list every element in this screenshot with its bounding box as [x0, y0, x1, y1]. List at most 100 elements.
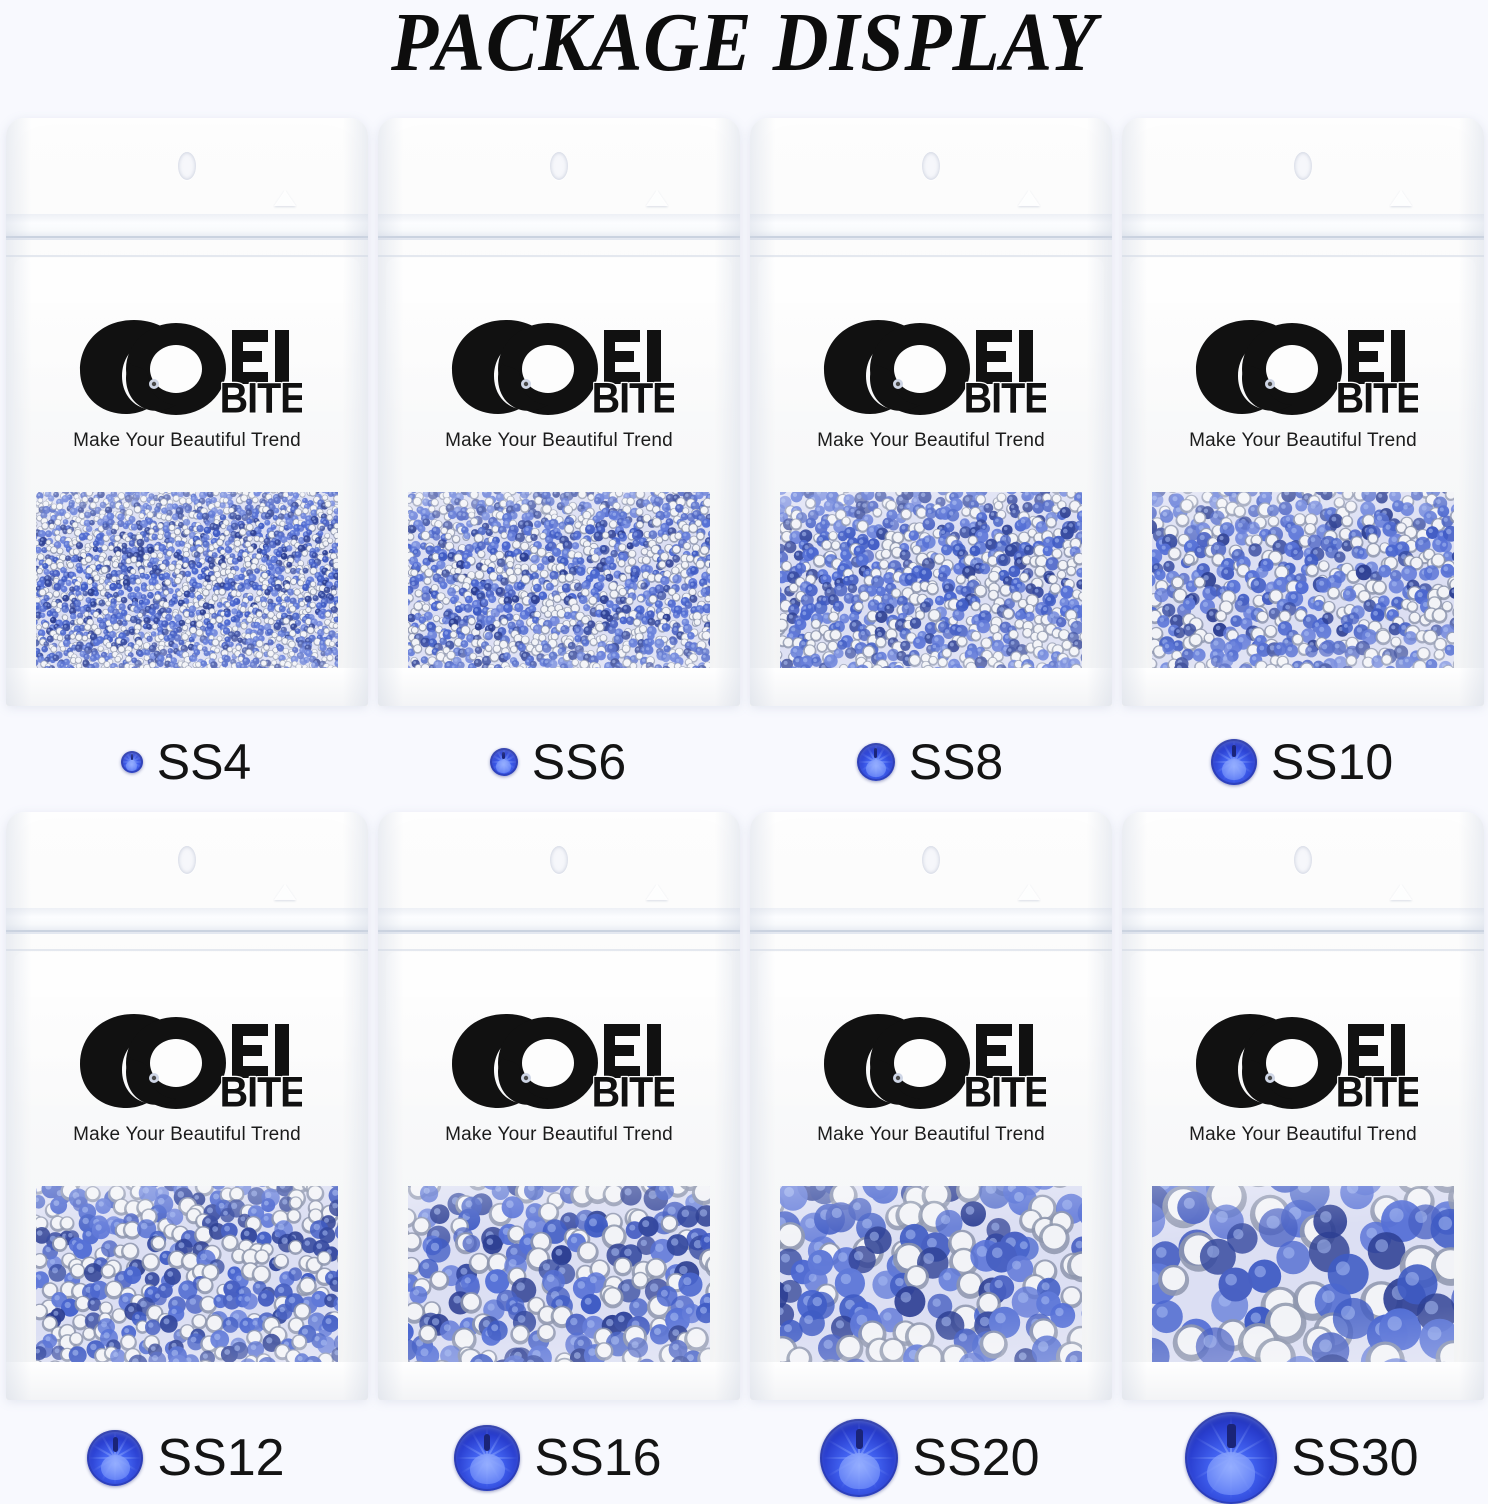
product-bag[interactable]: BITE Make Your Beautiful Trend — [750, 118, 1112, 706]
rhinestone-field — [36, 492, 338, 668]
package-cell-ss6[interactable]: BITE Make Your Beautiful Trend — [372, 118, 744, 718]
logo-mark: BITE — [444, 1008, 674, 1116]
tear-notch-icon — [1018, 884, 1040, 900]
logo-mark: BITE — [72, 314, 302, 422]
tear-notch-icon — [646, 884, 668, 900]
product-bag[interactable]: BITE Make Your Beautiful Trend — [378, 812, 740, 1400]
brand-logo: BITE Make Your Beautiful Trend — [6, 1008, 368, 1146]
package-row-top: BITE Make Your Beautiful Trend — [0, 118, 1488, 718]
product-window — [408, 1186, 710, 1362]
hang-hole-icon — [1294, 152, 1312, 180]
rhinestone-gem-icon — [1211, 739, 1257, 785]
size-text: SS12 — [157, 1432, 284, 1484]
size-label-ss4: SS4 — [0, 722, 372, 802]
product-bag[interactable]: BITE Make Your Beautiful Trend — [1122, 118, 1484, 706]
product-window — [780, 1186, 1082, 1362]
size-text: SS6 — [532, 737, 627, 787]
rhinestone-field — [780, 1186, 1082, 1362]
package-cell-ss8[interactable]: BITE Make Your Beautiful Trend — [744, 118, 1116, 718]
size-text: SS16 — [534, 1432, 661, 1484]
brand-tagline: Make Your Beautiful Trend — [817, 430, 1045, 452]
package-cell-ss30[interactable]: BITE Make Your Beautiful Trend — [1116, 812, 1488, 1412]
product-bag[interactable]: BITE Make Your Beautiful Trend — [750, 812, 1112, 1400]
brand-logo: BITE Make Your Beautiful Trend — [6, 314, 368, 452]
hang-hole-icon — [178, 846, 196, 874]
rhinestone-field — [408, 492, 710, 668]
zip-line — [378, 930, 740, 932]
logo-mark: BITE — [1188, 314, 1418, 422]
brand-tagline: Make Your Beautiful Trend — [1189, 1124, 1417, 1146]
product-bag[interactable]: BITE Make Your Beautiful Trend — [378, 118, 740, 706]
logo-mark: BITE — [444, 314, 674, 422]
logo-mark: BITE — [72, 1008, 302, 1116]
bottom-seal — [6, 1362, 368, 1400]
package-row-bottom: BITE Make Your Beautiful Trend — [0, 812, 1488, 1412]
tear-notch-icon — [1390, 884, 1412, 900]
oei-bite-logo-icon: BITE — [816, 314, 1046, 422]
rhinestone-fill — [780, 492, 1082, 668]
size-label-ss12: SS12 — [0, 1412, 372, 1504]
product-window — [780, 492, 1082, 668]
rhinestone-gem-icon — [490, 748, 518, 776]
product-bag[interactable]: BITE Make Your Beautiful Trend — [6, 812, 368, 1400]
tear-notch-icon — [1390, 190, 1412, 206]
zip-line — [6, 930, 368, 932]
zip-line — [6, 949, 368, 951]
product-bag[interactable]: BITE Make Your Beautiful Trend — [6, 118, 368, 706]
brand-tagline: Make Your Beautiful Trend — [73, 430, 301, 452]
oei-bite-logo-icon: BITE — [444, 314, 674, 422]
oei-bite-logo-icon: BITE — [1188, 1008, 1418, 1116]
rhinestone-gem-icon — [857, 743, 895, 781]
package-cell-ss16[interactable]: BITE Make Your Beautiful Trend — [372, 812, 744, 1412]
zip-line — [1122, 930, 1484, 932]
hang-hole-icon — [178, 152, 196, 180]
zip-line — [750, 255, 1112, 257]
oei-bite-logo-icon: BITE — [444, 1008, 674, 1116]
tear-notch-icon — [1018, 190, 1040, 206]
zip-line — [1122, 949, 1484, 951]
tear-notch-icon — [274, 884, 296, 900]
rhinestone-gem-icon — [454, 1425, 520, 1491]
tear-notch-icon — [274, 190, 296, 206]
zip-line — [1122, 236, 1484, 238]
package-cell-ss20[interactable]: BITE Make Your Beautiful Trend — [744, 812, 1116, 1412]
size-label-ss10: SS10 — [1116, 722, 1488, 802]
brand-logo: BITE Make Your Beautiful Trend — [750, 1008, 1112, 1146]
package-cell-ss12[interactable]: BITE Make Your Beautiful Trend — [0, 812, 372, 1412]
rhinestone-fill — [1152, 492, 1454, 668]
hang-hole-icon — [550, 846, 568, 874]
bottom-seal — [6, 668, 368, 706]
rhinestone-gem-icon — [1185, 1412, 1277, 1504]
rhinestone-fill — [36, 492, 338, 668]
size-text: SS4 — [157, 737, 252, 787]
hang-hole-icon — [922, 152, 940, 180]
zip-line — [6, 255, 368, 257]
rhinestone-fill — [36, 1186, 338, 1362]
hang-hole-icon — [922, 846, 940, 874]
product-bag[interactable]: BITE Make Your Beautiful Trend — [1122, 812, 1484, 1400]
brand-logo: BITE Make Your Beautiful Trend — [378, 1008, 740, 1146]
size-label-ss8: SS8 — [744, 722, 1116, 802]
zip-line — [750, 236, 1112, 238]
package-cell-ss10[interactable]: BITE Make Your Beautiful Trend — [1116, 118, 1488, 718]
zip-line — [378, 255, 740, 257]
zip-line — [378, 949, 740, 951]
brand-tagline: Make Your Beautiful Trend — [1189, 430, 1417, 452]
brand-logo: BITE Make Your Beautiful Trend — [378, 314, 740, 452]
bottom-seal — [750, 1362, 1112, 1400]
bottom-seal — [1122, 1362, 1484, 1400]
package-cell-ss4[interactable]: BITE Make Your Beautiful Trend — [0, 118, 372, 718]
brand-logo: BITE Make Your Beautiful Trend — [750, 314, 1112, 452]
zip-line — [750, 930, 1112, 932]
rhinestone-fill — [408, 1186, 710, 1362]
zip-line — [750, 949, 1112, 951]
size-label-ss30: SS30 — [1116, 1412, 1488, 1504]
brand-tagline: Make Your Beautiful Trend — [73, 1124, 301, 1146]
product-window — [1152, 1186, 1454, 1362]
oei-bite-logo-icon: BITE — [72, 1008, 302, 1116]
logo-mark: BITE — [1188, 1008, 1418, 1116]
rhinestone-fill — [1152, 1186, 1454, 1362]
logo-mark: BITE — [816, 314, 1046, 422]
oei-bite-logo-icon: BITE — [1188, 314, 1418, 422]
